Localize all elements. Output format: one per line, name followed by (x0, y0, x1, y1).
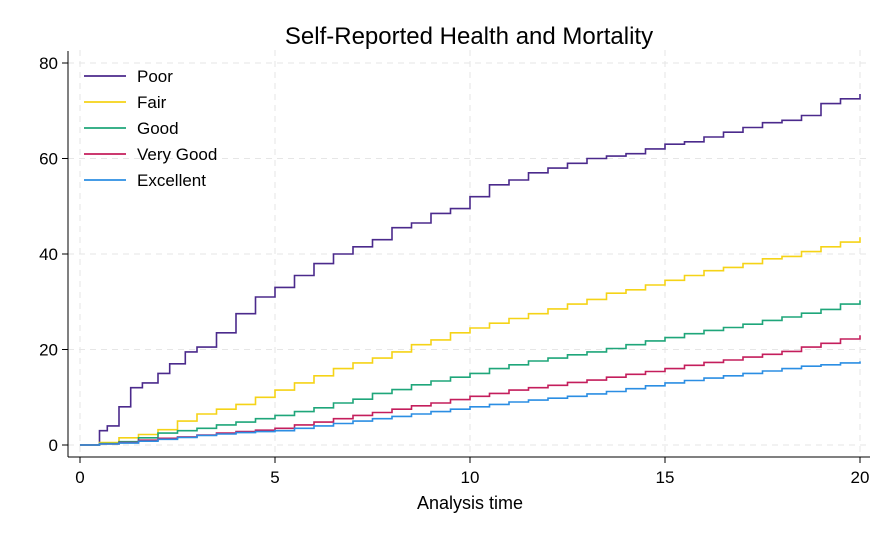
x-tick-label: 10 (461, 468, 480, 487)
legend-label: Good (137, 119, 179, 138)
grid-lines (68, 50, 870, 457)
series-line-poor (80, 94, 861, 446)
series-line-excellent (80, 361, 861, 446)
legend-label: Fair (137, 93, 167, 112)
x-tick-label: 20 (851, 468, 870, 487)
series-lines (80, 94, 861, 446)
y-tick-label: 40 (39, 245, 58, 264)
y-tick-label: 60 (39, 150, 58, 169)
x-axis-title: Analysis time (417, 493, 523, 513)
chart-title: Self-Reported Health and Mortality (285, 23, 653, 50)
x-tick-label: 0 (75, 468, 84, 487)
series-line-good (80, 300, 861, 446)
legend-label: Excellent (137, 171, 206, 190)
legend-label: Poor (137, 67, 173, 86)
legend-label: Very Good (137, 145, 217, 164)
x-tick-label: 15 (656, 468, 675, 487)
axes: 0 20 40 60 80 0 5 10 15 20 (39, 51, 870, 487)
series-line-fair (80, 237, 861, 446)
legend: Poor Fair Good Very Good Excellent (84, 67, 217, 190)
y-tick-label: 80 (39, 54, 58, 73)
x-tick-label: 5 (270, 468, 279, 487)
y-tick-label: 20 (39, 341, 58, 360)
y-tick-label: 0 (49, 436, 58, 455)
